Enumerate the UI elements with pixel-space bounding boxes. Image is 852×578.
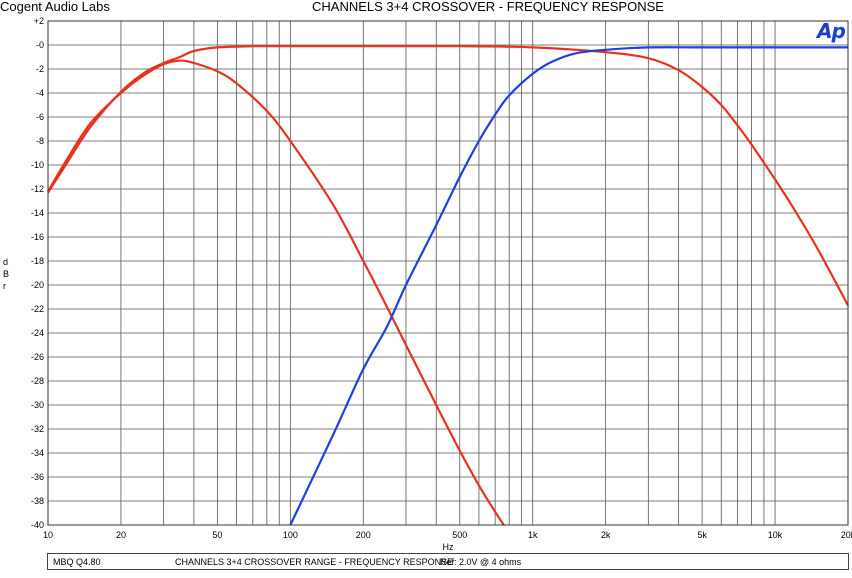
y-tick-label: -0	[36, 40, 44, 50]
y-tick-label: -26	[31, 352, 44, 362]
y-tick-label: -16	[31, 232, 44, 242]
y-axis-label-char: r	[3, 281, 6, 291]
y-tick-label: -38	[31, 496, 44, 506]
y-tick-label: -28	[31, 376, 44, 386]
y-tick-label: -12	[31, 184, 44, 194]
company-name: Cogent Audio Labs	[0, 0, 110, 14]
y-tick-label: -32	[31, 424, 44, 434]
y-tick-label: -22	[31, 304, 44, 314]
x-axis-label: Hz	[443, 542, 454, 552]
y-tick-label: -36	[31, 472, 44, 482]
x-tick-label: 20	[116, 530, 126, 540]
y-axis-label-char: d	[3, 257, 9, 267]
y-tick-label: -2	[36, 64, 44, 74]
chart-title: CHANNELS 3+4 CROSSOVER - FREQUENCY RESPO…	[312, 0, 664, 14]
x-tick-label: 100	[283, 530, 298, 540]
y-tick-label: -4	[36, 88, 44, 98]
y-tick-label: -34	[31, 448, 44, 458]
x-tick-label: 500	[452, 530, 467, 540]
series-line-2	[47, 59, 505, 526]
footer-id: MBQ Q4.80	[53, 557, 101, 567]
x-tick-label: 5k	[697, 530, 707, 540]
series-line-3	[289, 46, 848, 526]
footer-description: CHANNELS 3+4 CROSSOVER RANGE - FREQUENCY…	[175, 557, 454, 567]
x-tick-label: 10k	[768, 530, 783, 540]
x-tick-label: 50	[212, 530, 222, 540]
y-tick-label: -6	[36, 112, 44, 122]
frequency-response-chart: +2 -0 -2 -4 -6 -8 -10 -12 -14 -16 -18 -20 -22 -24 -26 -…	[31, 16, 852, 552]
y-axis-label-char: B	[3, 269, 10, 279]
y-tick-label: +2	[34, 16, 44, 26]
x-tick-label: 2k	[601, 530, 611, 540]
x-tick-label: 1k	[528, 530, 538, 540]
y-tick-label: -10	[31, 160, 44, 170]
series-group	[47, 45, 849, 526]
ap-logo: Ap	[817, 19, 846, 43]
footer-info: MBQ Q4.80 CHANNELS 3+4 CROSSOVER RANGE -…	[47, 553, 849, 570]
y-tick-label: -40	[31, 520, 44, 530]
y-tick-label: -20	[31, 280, 44, 290]
y-tick-label: -14	[31, 208, 44, 218]
grid	[47, 20, 849, 526]
series-line-1	[47, 45, 849, 306]
y-tick-label: -30	[31, 400, 44, 410]
y-tick-label: -8	[36, 136, 44, 146]
x-tick-label: 10	[43, 530, 53, 540]
x-tick-label: 20k	[841, 530, 852, 540]
footer-reference: Ref: 2.0V @ 4 ohms	[440, 557, 522, 567]
plot-frame	[47, 20, 849, 526]
axis-ticks: +2 -0 -2 -4 -6 -8 -10 -12 -14 -16 -18 -20 -22 -24 -26 -…	[31, 16, 852, 540]
x-tick-label: 200	[356, 530, 371, 540]
y-tick-label: -24	[31, 328, 44, 338]
y-tick-label: -18	[31, 256, 44, 266]
